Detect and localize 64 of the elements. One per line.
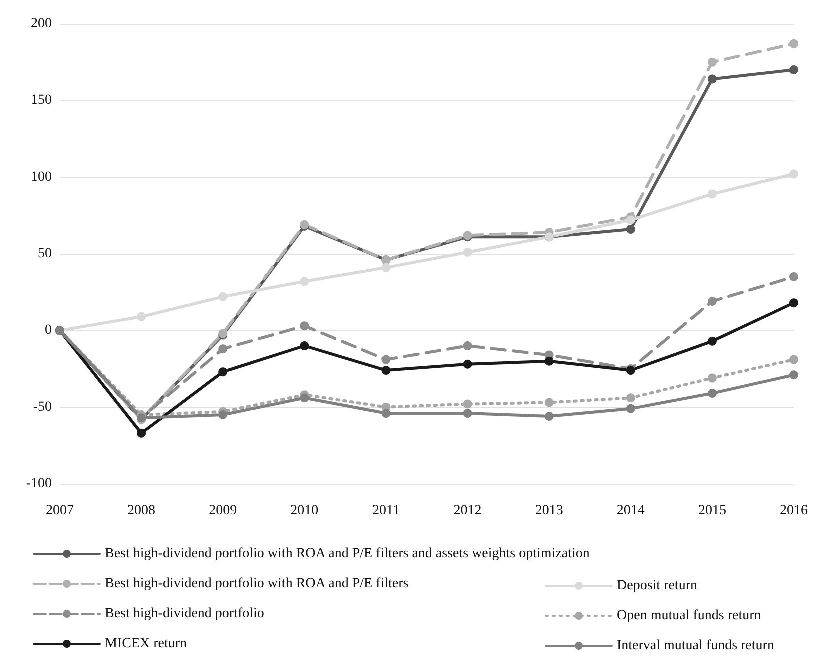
point — [708, 389, 717, 398]
legend-label: Open mutual funds return — [617, 608, 762, 624]
x-tick-label: 2011 — [372, 504, 400, 518]
point — [790, 298, 798, 308]
x-tick-label: 2013 — [535, 504, 564, 518]
point — [463, 248, 472, 257]
point — [382, 263, 391, 272]
x-tick-label: 2012 — [454, 504, 482, 518]
point — [300, 277, 310, 286]
y-tick-label: 150 — [31, 93, 52, 108]
point — [300, 342, 310, 350]
point — [382, 355, 391, 364]
point — [218, 344, 228, 354]
legend-label: Best high-dividend portfolio — [105, 606, 264, 622]
legend-label: MICEX return — [105, 636, 188, 652]
point — [790, 66, 798, 74]
y-tick-label: 50 — [38, 246, 52, 262]
point — [137, 312, 146, 322]
legend-label: Best high-dividend portfolio with ROA and P/E filters — [105, 576, 409, 592]
point — [544, 398, 554, 408]
x-tick-label: 2010 — [290, 504, 319, 518]
x-tick-label: 2016 — [780, 504, 808, 518]
point — [626, 394, 636, 403]
point — [790, 355, 798, 364]
x-tick-label: 2008 — [128, 504, 156, 518]
point — [708, 374, 717, 383]
point — [790, 272, 798, 282]
point — [790, 370, 798, 380]
legend-label: Deposit return — [617, 578, 698, 594]
point — [137, 428, 146, 438]
point — [300, 322, 310, 331]
point — [544, 412, 554, 422]
point — [544, 356, 554, 366]
x-tick-label: 2014 — [616, 504, 645, 518]
point — [626, 224, 636, 234]
x-tick-label: 2015 — [698, 504, 726, 518]
point — [708, 297, 717, 306]
point — [708, 336, 717, 346]
point — [463, 360, 472, 369]
point — [218, 292, 228, 302]
point — [790, 170, 798, 179]
legend-label: Interval mutual funds return — [617, 638, 774, 654]
point — [300, 394, 310, 403]
y-tick-label: 200 — [31, 16, 52, 32]
point — [382, 408, 391, 418]
y-tick-label: -100 — [26, 476, 52, 492]
point — [626, 216, 636, 225]
point — [463, 400, 472, 409]
point — [708, 58, 717, 67]
point — [708, 74, 717, 84]
point — [463, 342, 472, 350]
point — [708, 190, 717, 199]
y-tick-label: 100 — [31, 170, 52, 185]
legend-label: Best high-dividend portfolio with ROA and P/E filters and assets weights optimization — [105, 546, 590, 562]
point — [463, 408, 472, 418]
point — [790, 39, 798, 48]
y-tick-label: -50 — [33, 400, 52, 415]
x-tick-label: 2009 — [209, 504, 238, 518]
point — [218, 410, 228, 420]
point — [626, 404, 636, 414]
point — [382, 366, 391, 376]
y-tick-label: 0 — [45, 323, 52, 338]
x-tick-label: 2007 — [46, 504, 74, 518]
point — [218, 368, 228, 377]
